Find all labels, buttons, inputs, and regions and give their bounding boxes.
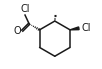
- Text: Cl: Cl: [82, 23, 91, 33]
- Text: Cl: Cl: [20, 4, 30, 14]
- Text: O: O: [14, 26, 22, 36]
- Polygon shape: [70, 27, 79, 30]
